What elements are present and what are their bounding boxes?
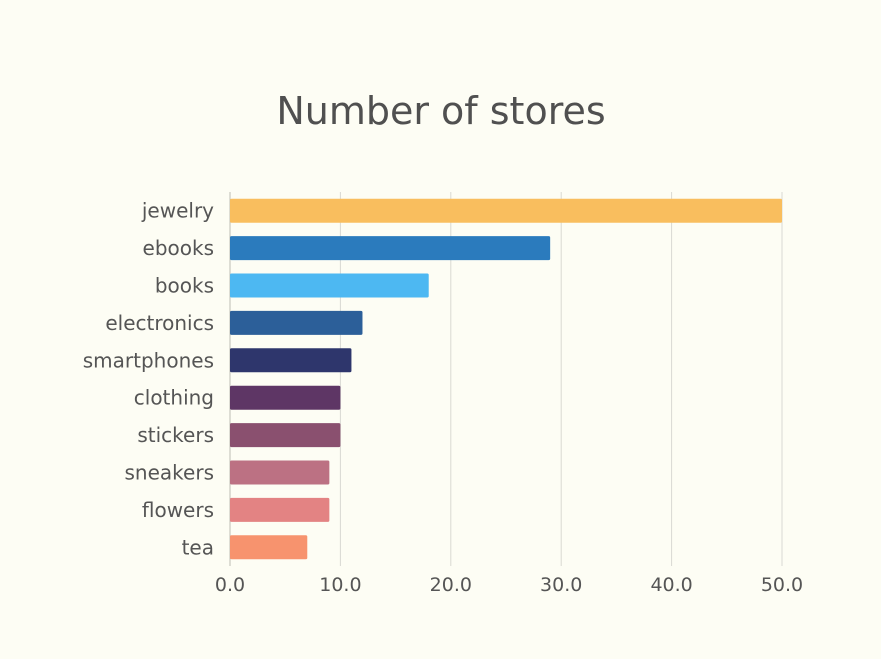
bar-jewelry [230,198,782,223]
bar-ebooks [230,236,551,261]
bar-electronics [230,310,363,335]
category-labels: jewelry ebooks books electronics smartphones… [83,199,214,560]
category-label-electronics: electronics [105,311,214,335]
bar-smartphones [230,348,352,373]
x-tick-label: 40.0 [650,574,692,596]
x-tick-label: 30.0 [540,574,582,596]
x-tick-labels: 0.0 10.0 20.0 30.0 40.0 50.0 [215,574,803,596]
category-label-clothing: clothing [134,386,214,410]
category-label-sneakers: sneakers [125,461,214,485]
bar-books [230,273,429,298]
category-label-ebooks: ebooks [143,236,214,260]
x-tick-label: 20.0 [430,574,472,596]
bar-clothing [230,385,341,410]
x-tick-label: 0.0 [215,574,245,596]
bars [230,198,782,560]
category-label-stickers: stickers [137,423,214,447]
category-label-smartphones: smartphones [83,348,214,372]
category-label-tea: tea [182,535,214,559]
bar-sneakers [230,460,330,485]
bar-stickers [230,423,341,448]
x-tick-label: 10.0 [319,574,361,596]
category-label-flowers: flowers [142,498,214,522]
category-label-books: books [155,274,214,298]
category-label-jewelry: jewelry [141,199,214,223]
bar-flowers [230,497,330,522]
x-tick-label: 50.0 [761,574,803,596]
bar-tea [230,535,308,560]
chart-title: Number of stores [276,89,605,133]
